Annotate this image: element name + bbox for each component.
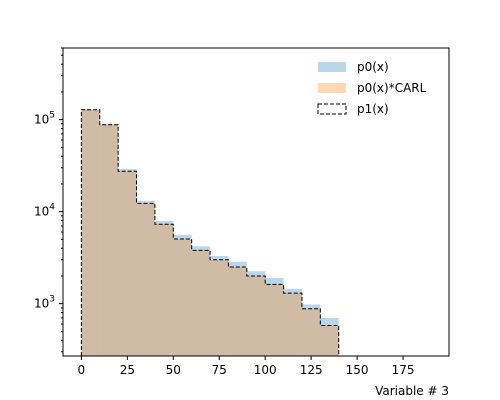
- bar-p0xcarl-4: [155, 224, 173, 356]
- bar-p0xcarl-0: [81, 110, 99, 356]
- x-tick-label: 50: [166, 363, 181, 377]
- bar-p0xcarl-11: [284, 293, 302, 356]
- legend: p0(x) p0(x)*CARL p1(x): [318, 60, 427, 116]
- bar-p0xcarl-1: [100, 125, 118, 356]
- x-tick-label: 150: [346, 363, 369, 377]
- x-tick-label: 75: [212, 363, 227, 377]
- bar-p0xcarl-3: [137, 203, 155, 356]
- bar-p0xcarl-7: [210, 260, 228, 356]
- legend-swatch: [318, 83, 346, 93]
- legend-label: p1(x): [357, 102, 389, 116]
- x-tick-label: 175: [392, 363, 415, 377]
- y-axis: 103 104 105: [34, 48, 63, 352]
- x-tick-label: 25: [120, 363, 135, 377]
- bar-p0xcarl-6: [192, 250, 210, 356]
- bar-p0xcarl-12: [302, 309, 320, 356]
- bar-p0xcarl-2: [118, 171, 136, 356]
- legend-label: p0(x): [357, 60, 389, 74]
- x-tick-label: 0: [78, 363, 86, 377]
- x-tick-label: 125: [300, 363, 323, 377]
- bar-p0xcarl-8: [228, 267, 246, 356]
- legend-swatch: [318, 62, 346, 72]
- bar-p0xcarl-9: [247, 276, 265, 356]
- x-axis-label: Variable # 3: [375, 384, 449, 398]
- x-axis: 0 25 50 75 100 125 150 175: [78, 356, 415, 377]
- series-carl-bars: [81, 110, 338, 356]
- y-tick-label: 105: [34, 111, 55, 127]
- plot-area: [81, 110, 338, 356]
- bar-p0xcarl-10: [265, 284, 283, 356]
- bar-p0xcarl-13: [320, 325, 338, 356]
- bar-p0xcarl-5: [173, 239, 191, 356]
- legend-label: p0(x)*CARL: [357, 81, 427, 95]
- legend-swatch: [318, 104, 346, 114]
- y-tick-label: 104: [34, 203, 55, 219]
- x-tick-label: 100: [254, 363, 277, 377]
- y-tick-label: 103: [34, 295, 55, 311]
